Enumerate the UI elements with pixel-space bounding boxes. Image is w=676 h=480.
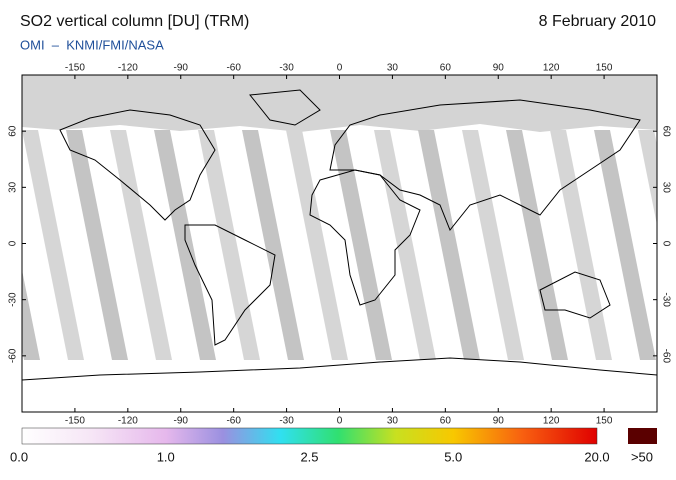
lat-label-right: -30 <box>660 292 671 307</box>
orbit-gap <box>66 130 128 360</box>
lon-label-top: 120 <box>543 63 560 74</box>
lat-label-left: -30 <box>8 292 19 307</box>
lon-label-top: -150 <box>65 63 85 74</box>
axis-labels: -150 -150 -120 -120 -90 -90 -60 -60 -30 -30 0 0 30 30… <box>8 63 672 427</box>
lat-label-left: 30 <box>8 181 19 193</box>
colorbar <box>21 427 598 445</box>
lat-label-left: 0 <box>8 240 19 246</box>
orbit-gap <box>110 130 172 360</box>
lat-label-left: 60 <box>8 125 19 137</box>
lon-label-bottom: -150 <box>65 416 85 427</box>
orbit-gap <box>418 130 480 360</box>
lon-label-top: -120 <box>118 63 138 74</box>
orbit-gap <box>594 130 656 360</box>
coastlines <box>22 89 657 381</box>
lon-label-top: 90 <box>493 63 505 74</box>
colorbar-label: 20.0 <box>584 449 609 464</box>
date: 8 February 2010 <box>539 13 657 30</box>
orbit-gap <box>286 130 348 360</box>
colorbar-label: 2.5 <box>300 449 318 464</box>
colorbar-labels: 0.0 1.0 2.5 5.0 20.0 <box>10 449 610 464</box>
orbit-gap <box>154 130 216 360</box>
orbit-gap <box>330 130 392 360</box>
lon-tick-marks <box>74 75 605 412</box>
lon-label-bottom: -120 <box>118 416 138 427</box>
lon-label-bottom: 60 <box>440 416 452 427</box>
lat-label-right: 60 <box>660 126 671 138</box>
orbit-gap <box>550 130 612 360</box>
orbit-gap <box>22 270 40 360</box>
lon-label-top: 150 <box>596 63 613 74</box>
lat-label-left: -60 <box>8 348 19 363</box>
lat-label-right: -60 <box>660 349 671 364</box>
colorbar-label: 0.0 <box>10 449 28 464</box>
lon-label-bottom: -90 <box>174 416 189 427</box>
orbit-gap <box>506 130 568 360</box>
lon-label-bottom: -30 <box>279 416 294 427</box>
lat-tick-marks <box>22 130 657 357</box>
orbit-gap <box>462 130 524 360</box>
orbit-gap <box>198 130 260 360</box>
lat-label-right: 0 <box>660 241 671 247</box>
lon-label-bottom: 0 <box>337 416 343 427</box>
lon-label-bottom: 150 <box>596 416 613 427</box>
polar-night <box>22 75 657 132</box>
colorbar-overflow <box>628 428 657 444</box>
lon-label-top: 60 <box>440 63 452 74</box>
lon-label-top: 30 <box>387 63 399 74</box>
lon-label-top: -90 <box>174 63 189 74</box>
lon-label-bottom: -60 <box>226 416 241 427</box>
lon-label-bottom: 30 <box>387 416 399 427</box>
lon-label-bottom: 90 <box>493 416 505 427</box>
lon-label-top: -30 <box>279 63 294 74</box>
title: SO2 vertical column [DU] (TRM) <box>20 13 249 30</box>
colorbar-overflow-label: >50 <box>631 449 653 464</box>
orbit-gap <box>638 130 657 225</box>
colorbar-label: 1.0 <box>157 449 175 464</box>
orbit-gap <box>22 130 84 360</box>
map-frame <box>21 74 658 413</box>
lon-label-bottom: 120 <box>543 416 560 427</box>
lon-label-top: 0 <box>337 63 343 74</box>
subtitle: OMI – KNMI/FMI/NASA <box>20 37 164 52</box>
lat-label-right: 30 <box>660 182 671 194</box>
orbit-gap <box>242 130 304 360</box>
map-area <box>22 75 657 412</box>
colorbar-label: 5.0 <box>444 449 462 464</box>
lon-label-top: -60 <box>226 63 241 74</box>
